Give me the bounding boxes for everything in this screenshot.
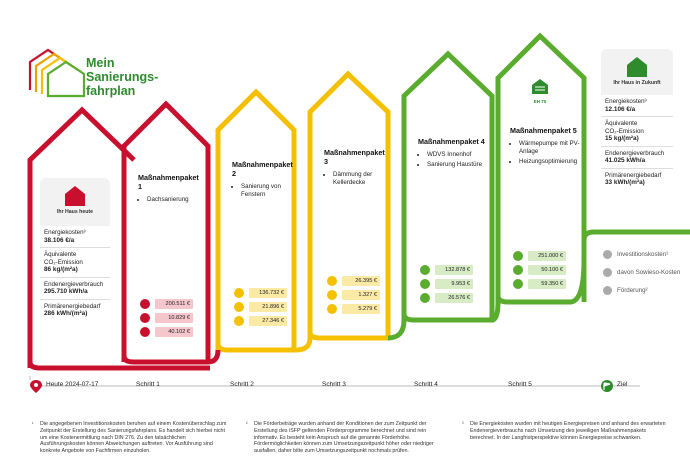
package-2: Maßnahmenpaket 2 Sanierung von Fenstern (232, 160, 293, 201)
house-icon (65, 186, 85, 206)
package-5: Maßnahmenpaket 5 Wärmepumpe mit PV-Anlag… (510, 126, 582, 168)
package-2-outline (215, 88, 297, 350)
hand-icon (513, 279, 523, 289)
today-card: Ihr Haus heute Energiekosten³ 38.106 €/a … (40, 178, 110, 321)
hand-icon (234, 316, 244, 326)
coins-icon (420, 265, 430, 275)
percent-icon (513, 265, 523, 275)
percent-icon (234, 302, 244, 312)
percent-icon (140, 313, 150, 323)
package-4-outline (401, 50, 495, 320)
package-4: Maßnahmenpaket 4 WDVS InnenhofSanierung … (418, 137, 490, 171)
coins-icon (513, 251, 523, 261)
timeline-goal: Ziel (617, 381, 628, 388)
footnote-3: ³ Die Energiekosten wurden mit heutigen E… (462, 421, 666, 441)
percent-icon (603, 268, 612, 277)
timeline-step-5: Schritt 5 (508, 381, 532, 388)
hand-icon (603, 286, 612, 295)
package-5-outline (495, 32, 587, 302)
timeline-step-4: Schritt 4 (414, 381, 438, 388)
logo-text: Mein Sanierungs- fahrplan (86, 56, 159, 98)
future-card: Ihr Haus in Zukunft Energiekosten³ 12.106… (601, 49, 673, 190)
pin-icon (30, 380, 42, 393)
today-house-outline (27, 106, 136, 368)
footnote-1: ¹ Die angegebenen Investitionskosten beru… (32, 421, 227, 455)
percent-icon (420, 279, 430, 289)
package-3: Maßnahmenpaket 3 Dämmung der Kellerdecke (324, 148, 388, 189)
hand-icon (420, 293, 430, 303)
house-icon (532, 79, 548, 94)
timeline-step-2: Schritt 2 (230, 381, 254, 388)
coins-icon (603, 250, 612, 259)
flag-icon (601, 380, 613, 392)
package-1: Maßnahmenpaket 1 Dachsanierung (138, 173, 204, 206)
timeline-start: Heute 2024-07-17 (46, 381, 99, 388)
hand-icon (140, 327, 150, 337)
hand-icon (327, 304, 337, 314)
house-icon (627, 57, 647, 77)
package-3-outline (307, 70, 391, 338)
timeline-step-3: Schritt 3 (322, 381, 346, 388)
logo-icon (28, 48, 86, 98)
timeline-step-1: Schritt 1 (136, 381, 160, 388)
coins-icon (140, 299, 150, 309)
coins-icon (327, 276, 337, 286)
footnote-2: ² Die Förderbeträge wurden anhand der Kon… (246, 421, 434, 455)
percent-icon (327, 290, 337, 300)
coins-icon (234, 288, 244, 298)
eh-badge: EH 70 (530, 78, 550, 104)
package-1-outline (121, 100, 211, 362)
